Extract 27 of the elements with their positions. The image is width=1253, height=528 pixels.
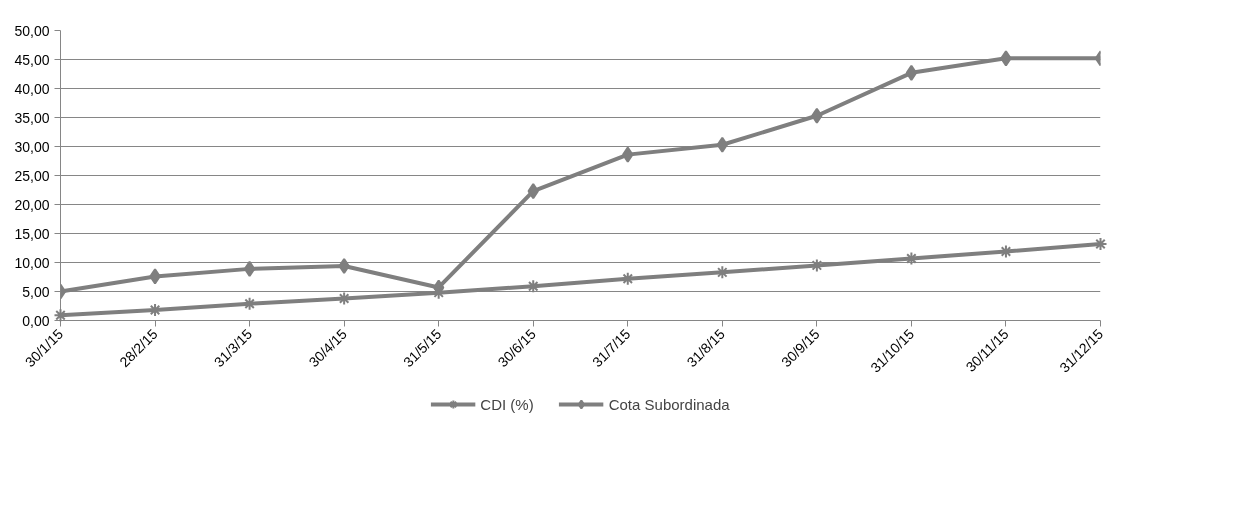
y-tick-label: 10,00 bbox=[14, 254, 50, 271]
point bbox=[1093, 236, 1108, 251]
y-tick-label: 50,00 bbox=[14, 22, 50, 39]
point bbox=[53, 308, 68, 323]
point bbox=[243, 260, 256, 277]
point bbox=[905, 64, 918, 81]
point bbox=[811, 107, 823, 124]
y-tick-label: 40,00 bbox=[14, 80, 50, 97]
legend-label: CDI (%) bbox=[480, 395, 534, 413]
point bbox=[715, 265, 730, 280]
point bbox=[716, 136, 728, 153]
point bbox=[149, 268, 161, 285]
point bbox=[242, 296, 257, 311]
point bbox=[527, 183, 539, 200]
y-tick-label: 5,00 bbox=[22, 283, 50, 300]
point bbox=[1000, 50, 1012, 67]
y-tick-label: 15,00 bbox=[14, 225, 50, 242]
y-tick-label: 45,00 bbox=[14, 51, 50, 68]
y-tick-label: 0,00 bbox=[22, 312, 50, 329]
legend-label: Cota Subordinada bbox=[608, 395, 730, 413]
point bbox=[622, 146, 634, 163]
point bbox=[338, 257, 350, 274]
y-tick-label: 25,00 bbox=[14, 167, 50, 184]
y-tick-label: 30,00 bbox=[14, 138, 50, 155]
point bbox=[904, 251, 919, 266]
y-tick-label: 20,00 bbox=[14, 196, 50, 213]
y-tick-label: 35,00 bbox=[14, 109, 50, 126]
